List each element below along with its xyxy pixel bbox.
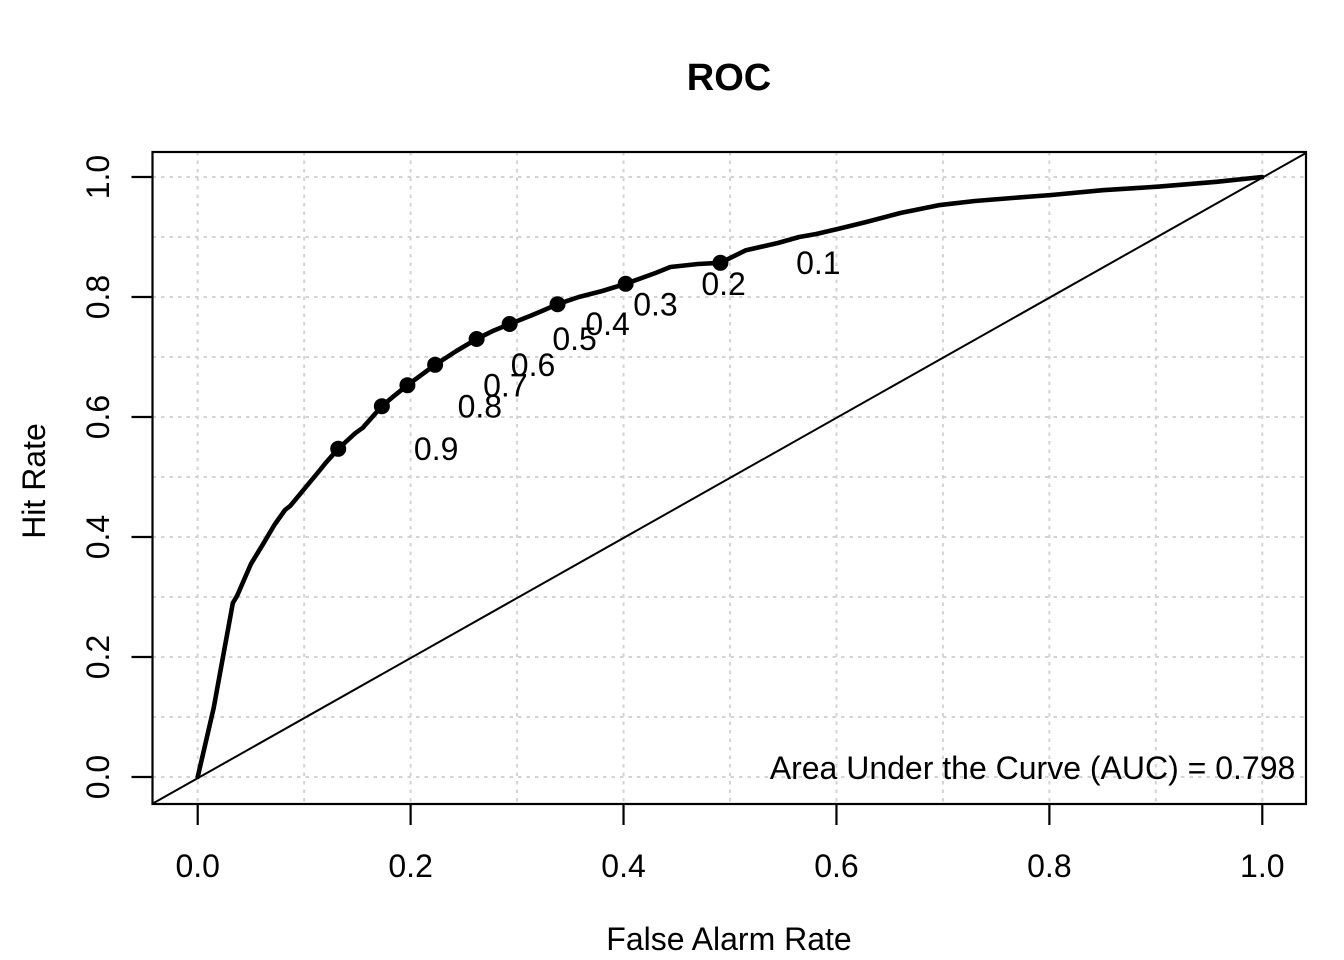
- plot-box: [151, 150, 1308, 806]
- threshold-point-label: 0.8: [458, 388, 502, 424]
- threshold-point-label: 0.2: [701, 266, 745, 302]
- threshold-point-label: 0.1: [796, 245, 840, 281]
- threshold-point-label: 0.3: [633, 286, 677, 322]
- threshold-point: [330, 440, 347, 457]
- threshold-point-label: 0.6: [511, 347, 555, 383]
- threshold-point: [712, 254, 729, 271]
- threshold-point-label: 0.9: [414, 431, 458, 467]
- auc-annotation: Area Under the Curve (AUC) = 0.798: [770, 750, 1296, 786]
- threshold-point: [399, 377, 416, 394]
- x-tick-label: 0.8: [1027, 848, 1071, 884]
- y-axis-title: Hit Rate: [16, 423, 52, 539]
- threshold-point: [617, 275, 634, 292]
- y-tick-label: 0.4: [80, 515, 116, 559]
- threshold-point: [549, 296, 566, 313]
- y-tick-label: 0.8: [80, 275, 116, 319]
- threshold-point-label: 0.7: [483, 367, 527, 403]
- x-tick-label: 1.0: [1240, 848, 1284, 884]
- x-tick-label: 0.6: [814, 848, 858, 884]
- y-tick-label: 1.0: [80, 155, 116, 199]
- threshold-point: [468, 331, 485, 347]
- plot-layers: 0.0 0.2 0.4 0.6 0.8 1.00.00.20.40.60.81.00.90…: [80, 150, 1308, 884]
- threshold-point: [373, 398, 390, 415]
- y-tick-label: 0.0: [80, 755, 116, 799]
- x-axis-title: False Alarm Rate: [606, 921, 851, 957]
- threshold-point-label: 0.5: [552, 321, 596, 357]
- threshold-point: [501, 316, 518, 332]
- x-tick-label: 0.4: [601, 848, 645, 884]
- roc-curve-line: [195, 174, 1265, 780]
- y-tick-label: 0.6: [80, 395, 116, 439]
- threshold-point-label: 0.4: [585, 306, 629, 342]
- y-tick-label: 0.2: [80, 635, 116, 679]
- chance-diagonal-line: [151, 152, 1307, 805]
- x-tick-label: 0.2: [388, 848, 432, 884]
- threshold-point: [427, 356, 444, 373]
- chart-title: ROC: [687, 57, 771, 99]
- x-tick-label: 0.0: [175, 848, 219, 884]
